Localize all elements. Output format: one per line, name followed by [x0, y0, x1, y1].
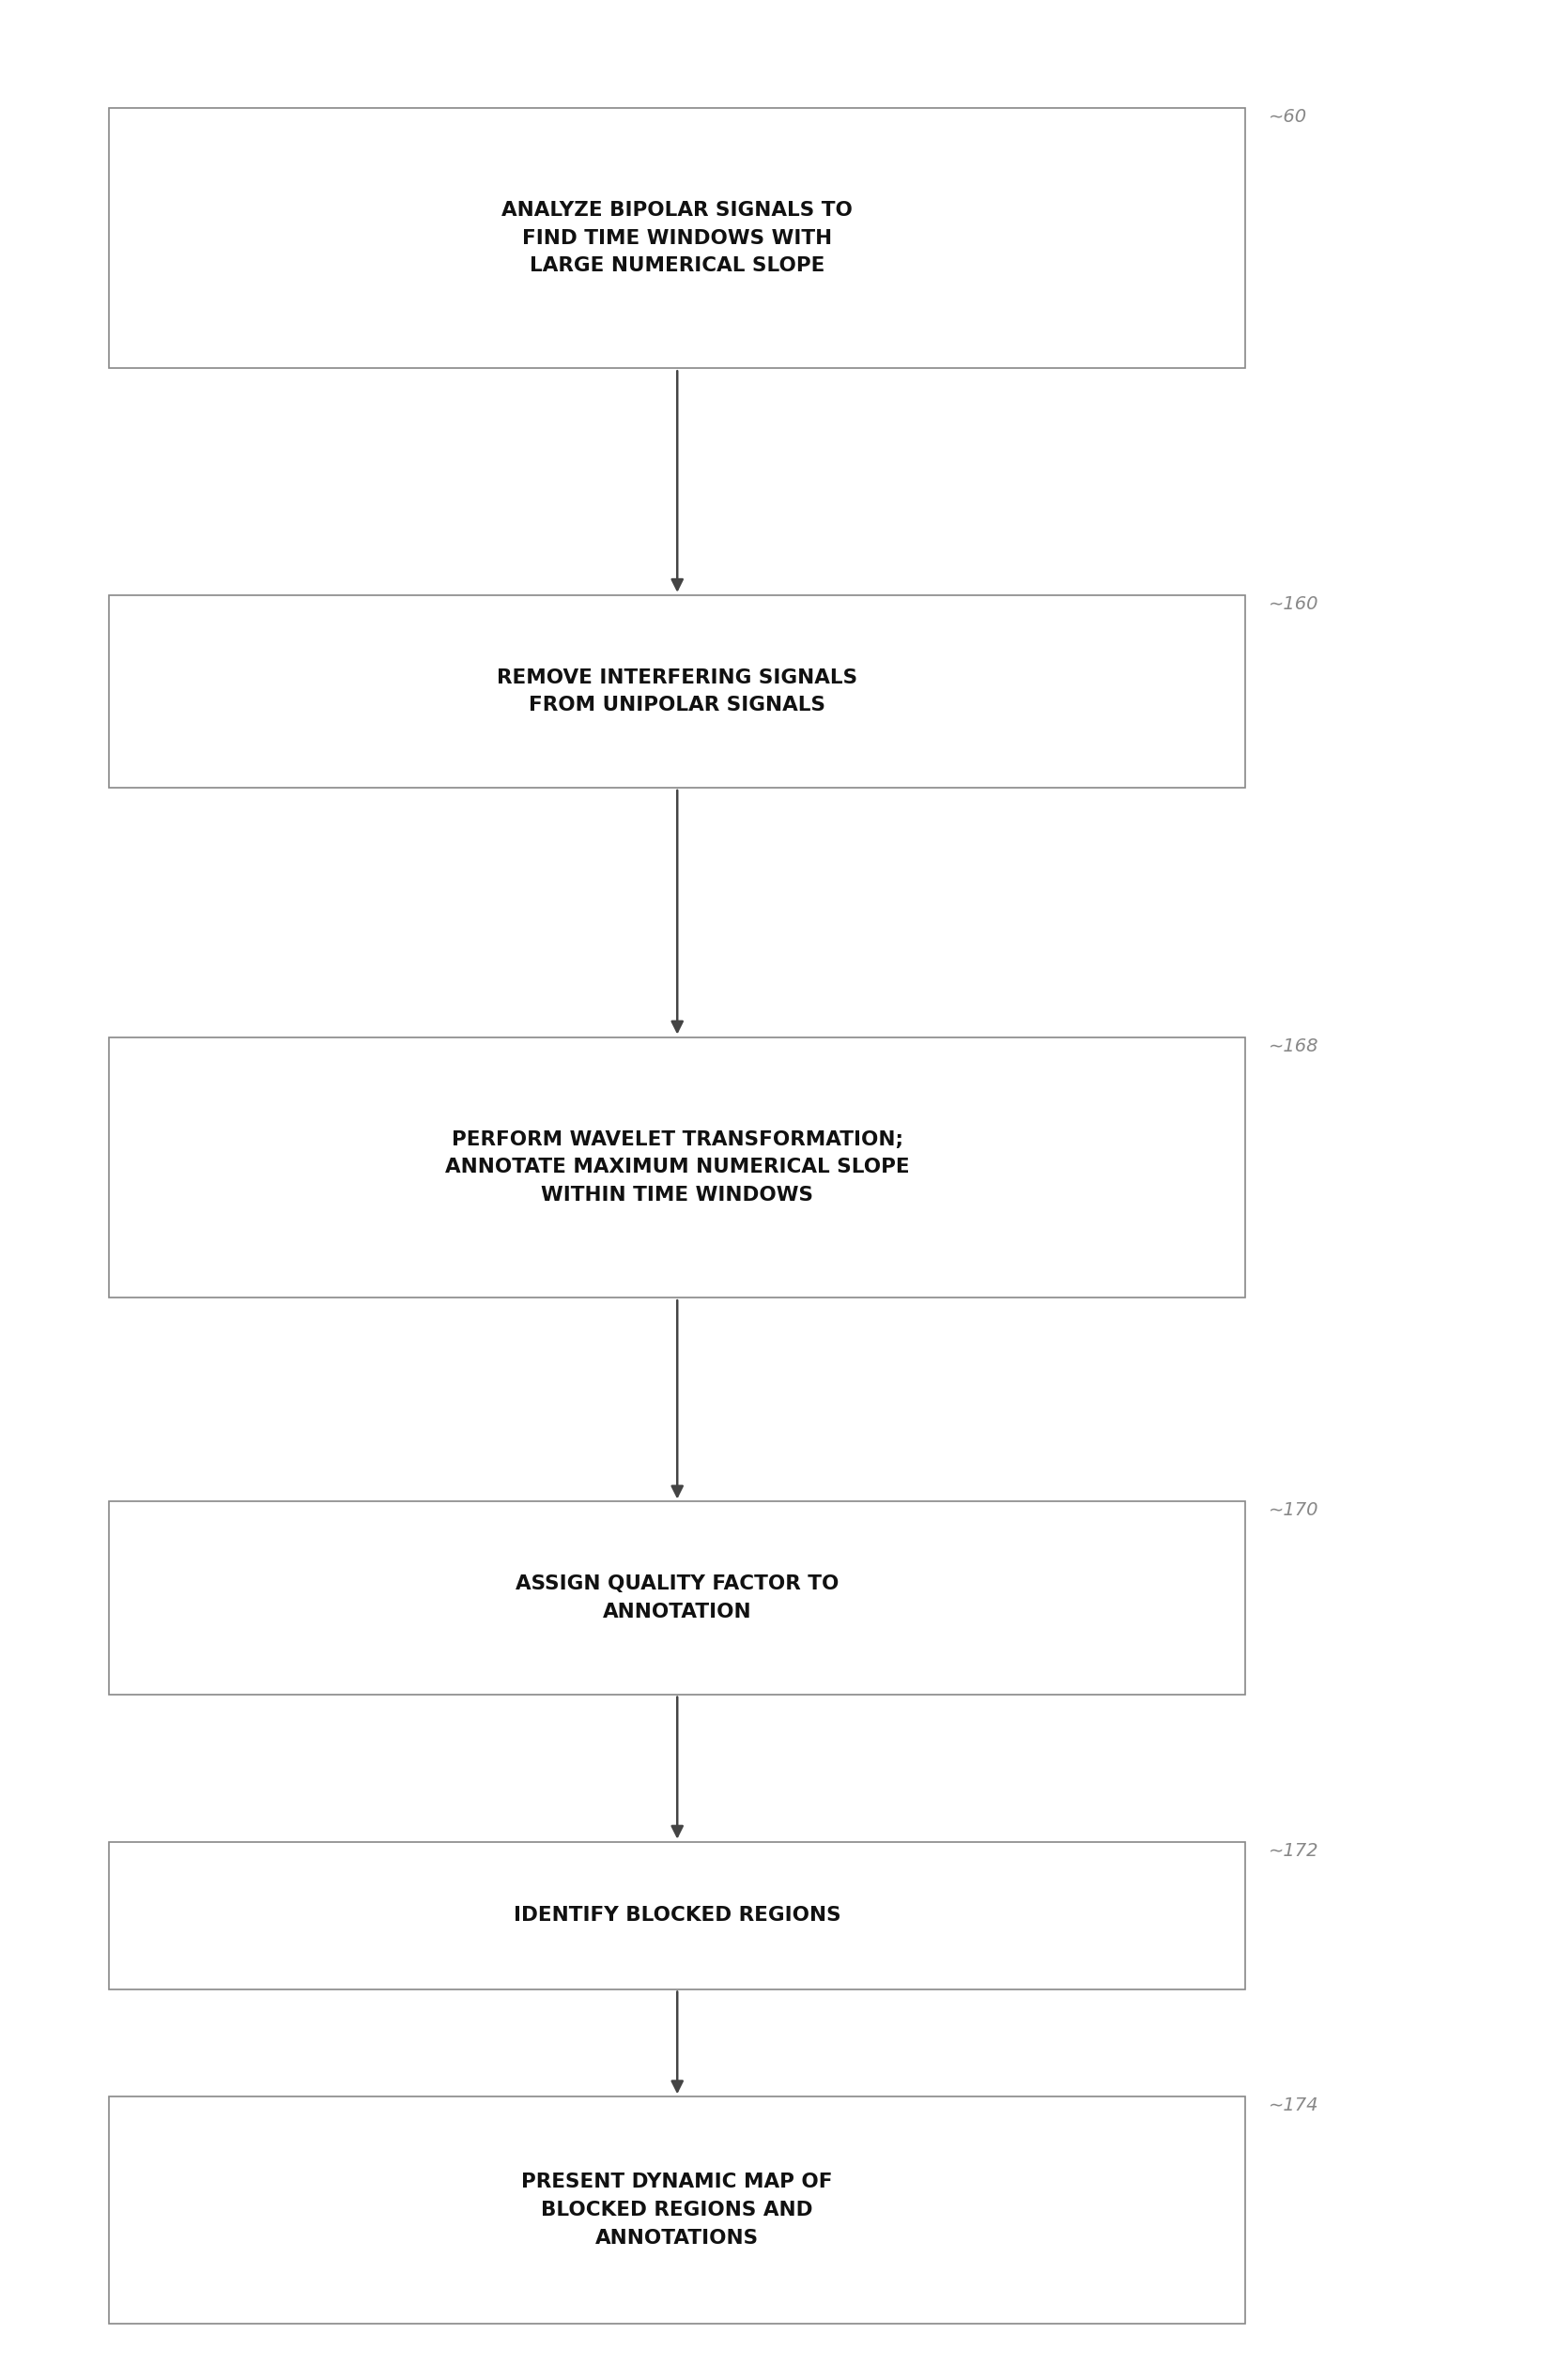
Bar — [109, 1502, 1245, 1695]
Text: IDENTIFY BLOCKED REGIONS: IDENTIFY BLOCKED REGIONS — [513, 1906, 840, 1925]
Text: ∼172: ∼172 — [1268, 1842, 1318, 1859]
Text: ∼160: ∼160 — [1268, 595, 1318, 612]
Bar — [109, 1842, 1245, 1990]
Text: REMOVE INTERFERING SIGNALS
FROM UNIPOLAR SIGNALS: REMOVE INTERFERING SIGNALS FROM UNIPOLAR… — [496, 669, 857, 714]
Text: PRESENT DYNAMIC MAP OF
BLOCKED REGIONS AND
ANNOTATIONS: PRESENT DYNAMIC MAP OF BLOCKED REGIONS A… — [521, 2173, 832, 2247]
Bar — [109, 107, 1245, 369]
Bar — [109, 2097, 1245, 2323]
Text: ∼174: ∼174 — [1268, 2097, 1318, 2113]
Bar — [109, 595, 1245, 788]
Text: ANALYZE BIPOLAR SIGNALS TO
FIND TIME WINDOWS WITH
LARGE NUMERICAL SLOPE: ANALYZE BIPOLAR SIGNALS TO FIND TIME WIN… — [501, 200, 853, 276]
Bar — [109, 1038, 1245, 1297]
Text: ∼168: ∼168 — [1268, 1038, 1318, 1054]
Text: ASSIGN QUALITY FACTOR TO
ANNOTATION: ASSIGN QUALITY FACTOR TO ANNOTATION — [515, 1576, 839, 1621]
Text: PERFORM WAVELET TRANSFORMATION;
ANNOTATE MAXIMUM NUMERICAL SLOPE
WITHIN TIME WIN: PERFORM WAVELET TRANSFORMATION; ANNOTATE… — [445, 1130, 909, 1204]
Text: ∼60: ∼60 — [1268, 107, 1307, 126]
Text: ∼170: ∼170 — [1268, 1502, 1318, 1518]
